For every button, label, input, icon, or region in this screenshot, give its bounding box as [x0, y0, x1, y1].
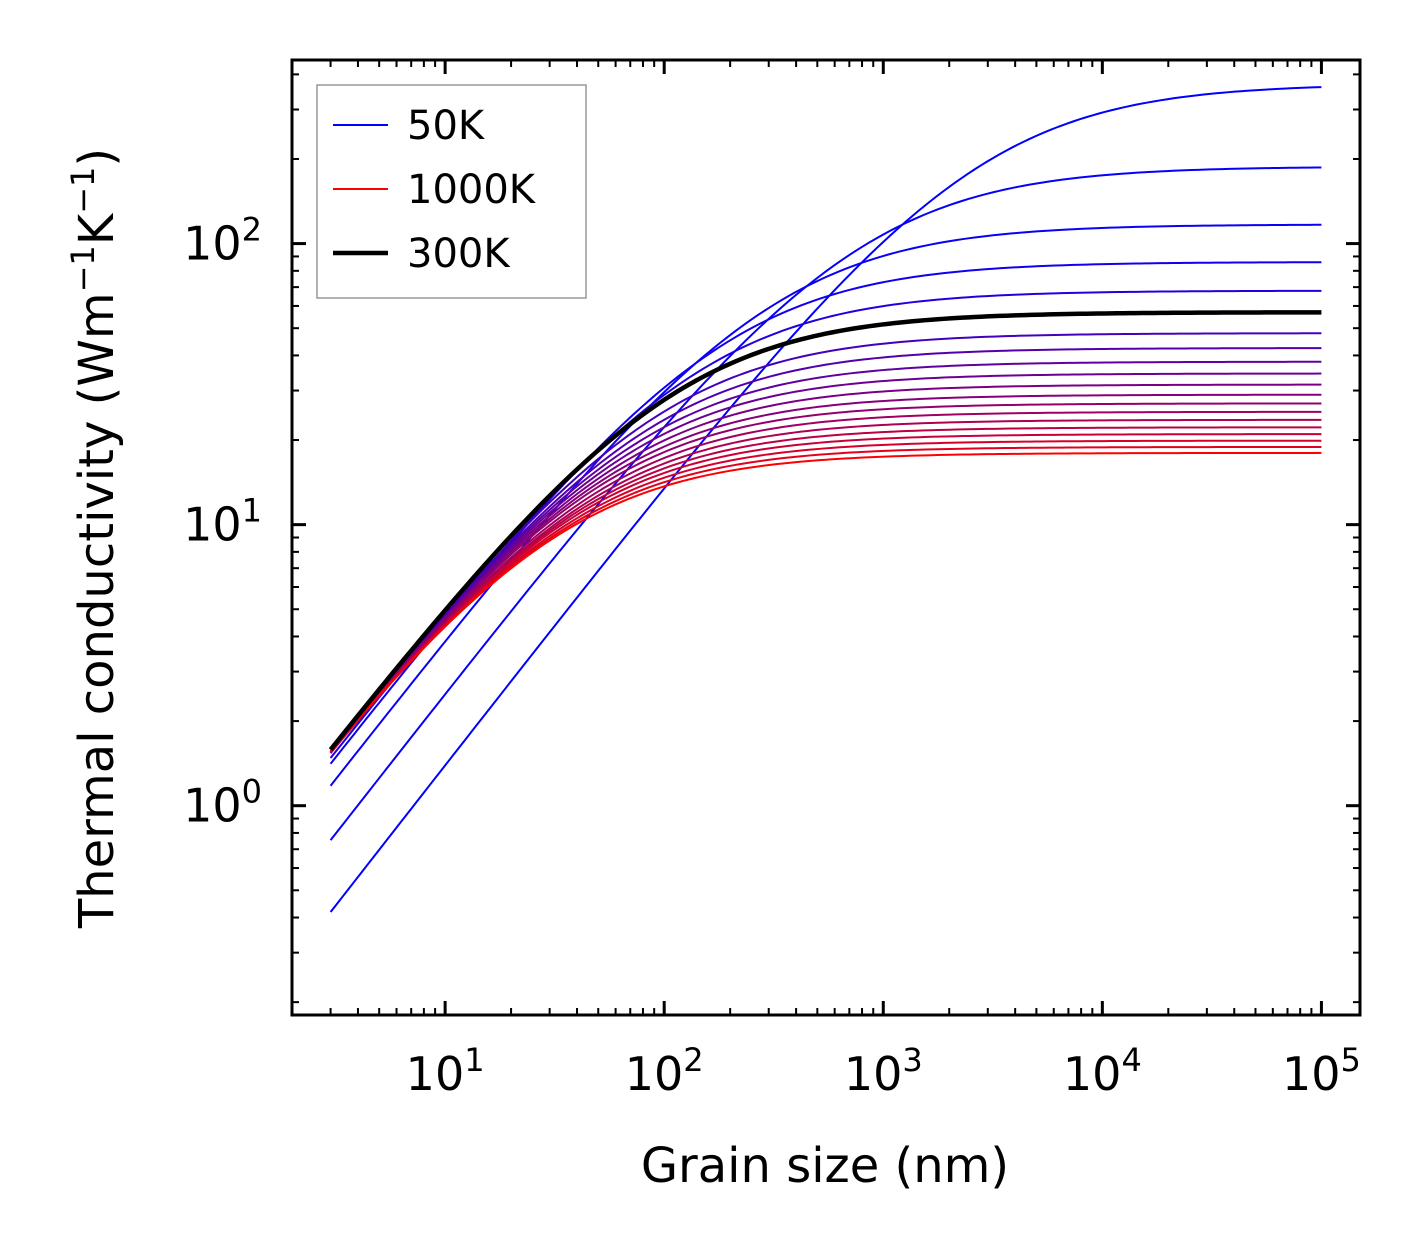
y-tick-label: 100 — [183, 773, 262, 833]
y-tick-label: 102 — [183, 211, 262, 271]
y-title-pre: Thermal conductivity (Wm — [69, 292, 125, 929]
series-line-700K — [329, 410, 1322, 754]
legend-label-50K: 50K — [407, 103, 486, 149]
y-title-mid: K — [69, 212, 125, 245]
series-line-100K — [329, 166, 1322, 841]
legend-label-300K: 300K — [407, 231, 511, 277]
series-line-1000K — [329, 451, 1322, 752]
series-line-650K — [329, 402, 1322, 753]
legend-box — [316, 84, 587, 299]
x-axis-title: Grain size (nm) — [641, 1138, 1009, 1194]
x-tick-labels: 101 102 103 104 105 — [406, 1041, 1361, 1101]
x-tick-label: 102 — [625, 1041, 704, 1101]
x-tick-label: 104 — [1063, 1041, 1142, 1101]
y-axis-title: Thermal conductivity (Wm−1K−1) — [64, 148, 125, 929]
series-line-450K — [329, 360, 1322, 754]
series-line-150K — [329, 223, 1322, 787]
series-line-400K — [329, 347, 1322, 754]
axis-ticks — [291, 60, 1360, 1015]
y-tick-label: 101 — [183, 492, 262, 552]
x-tick-label: 103 — [844, 1041, 923, 1101]
y-tick-labels: 100 101 102 — [183, 211, 262, 833]
series-line-600K — [329, 393, 1322, 753]
y-title-sup2: −1 — [64, 167, 102, 214]
series-line-200K — [329, 261, 1322, 765]
series-line-350K — [329, 332, 1322, 753]
y-title-post: ) — [69, 148, 125, 167]
series-line-850K — [329, 433, 1322, 753]
legend: 50K 1000K 300K — [316, 84, 587, 299]
series-line-550K — [329, 383, 1322, 753]
series-curves — [328, 86, 1322, 913]
x-tick-label: 101 — [406, 1041, 485, 1101]
series-line-500K — [329, 372, 1322, 754]
legend-label-1000K: 1000K — [407, 167, 537, 213]
series-line-50K — [329, 86, 1322, 913]
series-line-900K — [329, 439, 1322, 753]
x-tick-label: 105 — [1282, 1041, 1361, 1101]
y-title-sup1: −1 — [64, 245, 102, 292]
series-line-300K — [328, 310, 1322, 752]
series-line-250K — [329, 289, 1322, 759]
